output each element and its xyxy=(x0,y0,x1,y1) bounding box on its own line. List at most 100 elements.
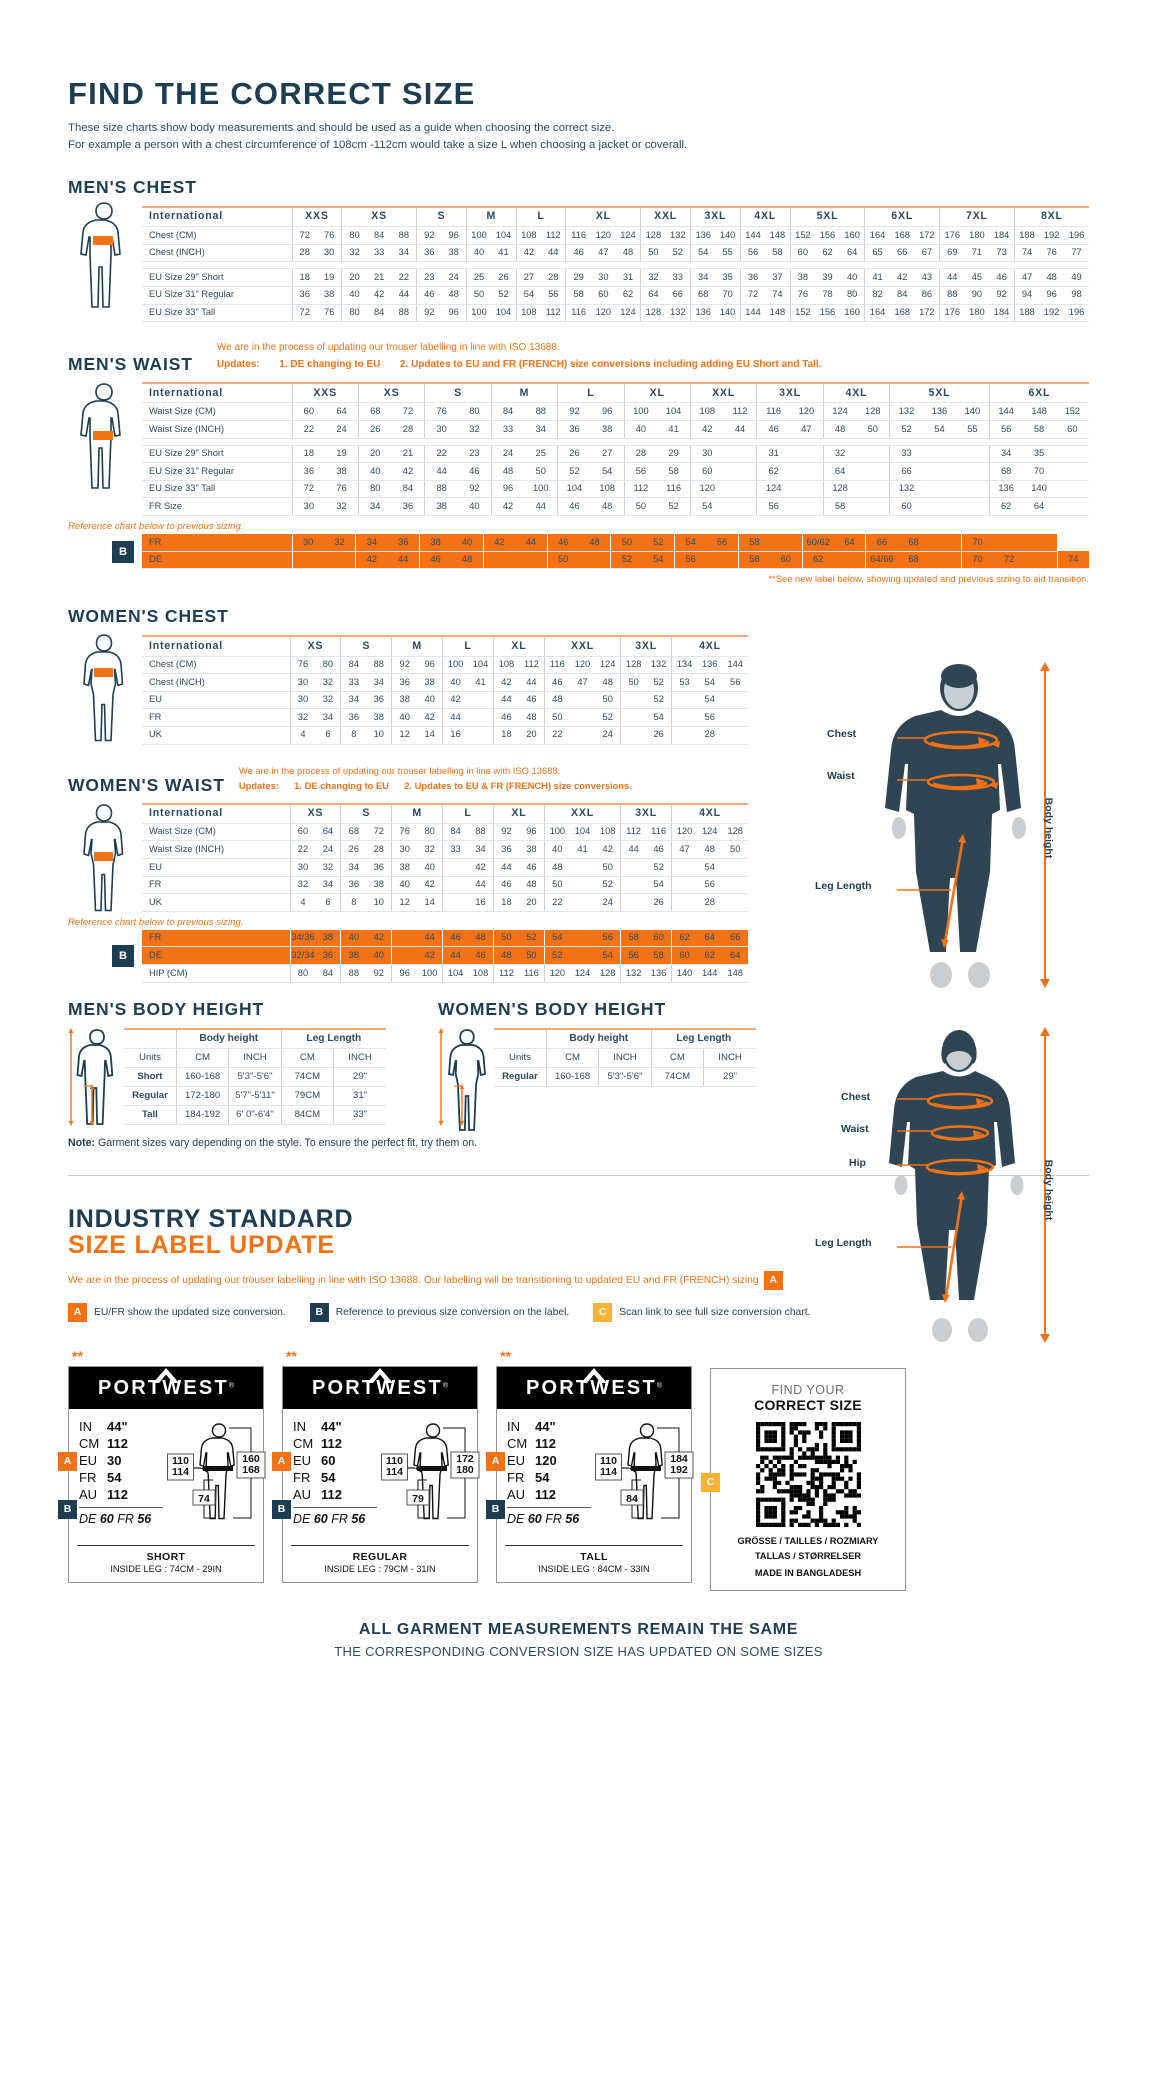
reference-value: 52 xyxy=(543,946,570,966)
value-cell: 24 xyxy=(315,840,341,860)
value-cell: 136 xyxy=(690,226,716,245)
value-cell: 47 xyxy=(790,420,824,439)
value-cell: 120 xyxy=(790,402,824,422)
table-row: FR 32 34 36 38 40 42 44 46 48 50 52 54 56 xyxy=(142,708,748,727)
value-cell: 16 xyxy=(468,893,494,912)
bh-subheader-4: INCH xyxy=(703,1048,756,1068)
value-cell: 35 xyxy=(1022,445,1056,464)
size-header-4xl: 4XL xyxy=(739,206,791,228)
value-cell: 19 xyxy=(325,445,359,464)
value-cell xyxy=(722,858,748,877)
value-cell: 176 xyxy=(939,226,965,245)
reference-value: 32/34 xyxy=(289,946,316,966)
value-cell: 77 xyxy=(1064,244,1089,263)
value-cell: 132 xyxy=(620,964,647,983)
value-cell: 124 xyxy=(569,964,596,983)
row-label: FR xyxy=(142,708,290,727)
value-cell: 80 xyxy=(839,286,865,305)
body-height-section: MEN'S BODY HEIGHT Body height Leg Length U… xyxy=(68,999,1089,1131)
value-cell: 84 xyxy=(442,823,469,842)
bh-subheader-3: CM xyxy=(650,1048,704,1068)
value-cell: 144 xyxy=(988,402,1023,422)
value-cell: 32 xyxy=(315,858,341,877)
value-cell: 42 xyxy=(417,876,443,895)
value-cell: 40 xyxy=(417,858,443,877)
value-cell: 76 xyxy=(391,823,418,842)
value-cell: 176 xyxy=(939,304,965,323)
spec-value: 54 xyxy=(321,1470,336,1486)
spec-line-in: IN 44" xyxy=(293,1418,377,1435)
svg-text:84: 84 xyxy=(626,1493,638,1505)
card-tag-a: A xyxy=(58,1451,77,1471)
value-cell: 41 xyxy=(468,673,494,692)
spec-value: 60 xyxy=(321,1453,336,1469)
mens-waist-reference-note: Reference chart below to previous sizing… xyxy=(68,521,244,533)
table-row: EU Size 29" Short 18 19 20 21 22 23 24 25 26 27 28 2… xyxy=(142,445,1089,464)
value-cell: 124 xyxy=(822,402,857,422)
value-cell: 108 xyxy=(590,480,625,499)
value-cell: 36 xyxy=(340,876,367,895)
size-header-6xl: 6XL xyxy=(864,206,940,228)
reference-value xyxy=(929,551,962,570)
value-cell: 88 xyxy=(340,964,367,983)
bh-sub-header: Units CM INCH CM INCH xyxy=(494,1048,756,1068)
value-cell: 71 xyxy=(964,244,990,263)
spec-value: 112 xyxy=(107,1435,128,1451)
value-cell xyxy=(922,497,957,517)
card-box: PORTWEST® IN 44" CM 112 EU 120 FR 54 AU 112 DE 60 F… xyxy=(496,1365,694,1583)
table-row: Chest (INCH) 28 30 32 33 34 36 38 40 41 42 44 46 47 48… xyxy=(142,244,1089,263)
value-cell: 60 xyxy=(590,286,616,305)
value-cell: 30 xyxy=(689,445,724,464)
reference-value: 48 xyxy=(492,946,519,966)
value-cell: 28 xyxy=(697,726,723,745)
intro-text: These size charts show body measurements… xyxy=(68,120,1089,155)
svg-text:74: 74 xyxy=(198,1493,210,1505)
legend-keys: A EU/FR show the updated size conversion… xyxy=(68,1302,1089,1322)
value-cell: 88 xyxy=(939,286,965,305)
column-header-label: International xyxy=(142,636,290,657)
value-cell: 39 xyxy=(815,268,840,287)
value-cell: 108 xyxy=(492,656,519,675)
value-cell: 33 xyxy=(889,445,923,464)
update-2-w: 2. Updates to EU & FR (FRENCH) size conv… xyxy=(404,780,632,792)
reference-value: 70 xyxy=(960,534,994,552)
value-cell: 196 xyxy=(1064,226,1089,245)
bh-value: 74CM xyxy=(280,1067,334,1087)
value-cell: 10 xyxy=(366,726,392,745)
value-cell: 42 xyxy=(515,244,542,263)
footer-line-2: THE CORRESPONDING CONVERSION SIZE HAS UP… xyxy=(334,1644,823,1660)
reference-value xyxy=(1025,551,1057,570)
value-cell: 56 xyxy=(541,286,566,305)
svg-text:114: 114 xyxy=(600,1466,617,1478)
value-cell xyxy=(442,876,469,895)
value-cell: 56 xyxy=(988,420,1023,439)
value-cell: 4 xyxy=(289,893,316,912)
reference-row-label: FR xyxy=(142,929,290,948)
value-cell: 34 xyxy=(340,691,367,710)
value-cell: 112 xyxy=(623,480,658,499)
value-cell: 30 xyxy=(289,673,316,692)
value-cell: 42 xyxy=(490,497,525,517)
qr-code-icon[interactable] xyxy=(755,1421,861,1527)
reference-value: 64 xyxy=(833,534,866,552)
qr-code-card[interactable]: FIND YOUR CORRECT SIZE GRÖSSE / TAILLES / … xyxy=(701,1367,906,1592)
value-cell: 36 xyxy=(416,244,442,263)
value-cell: 132 xyxy=(665,226,691,245)
page-title: FIND THE CORRECT SIZE xyxy=(68,76,476,111)
value-cell xyxy=(722,726,748,745)
bh-value: 160-168 xyxy=(175,1067,229,1087)
value-cell: 116 xyxy=(657,480,691,499)
value-cell: 94 xyxy=(1013,286,1040,305)
size-header-xxs: XXS xyxy=(291,383,359,404)
value-cell: 50 xyxy=(623,497,658,517)
value-cell: 50 xyxy=(543,876,570,895)
value-cell: 32 xyxy=(640,268,666,287)
reference-value: 66 xyxy=(865,534,898,552)
value-cell: 18 xyxy=(492,726,519,745)
mens-chest-title: MEN'S CHEST xyxy=(68,176,197,197)
value-cell: 112 xyxy=(723,402,757,422)
size-header-s: S xyxy=(416,206,467,228)
value-cell: 8 xyxy=(340,726,367,745)
reference-value: 58 xyxy=(737,551,771,570)
bh-subheader-2: INCH xyxy=(228,1048,282,1068)
